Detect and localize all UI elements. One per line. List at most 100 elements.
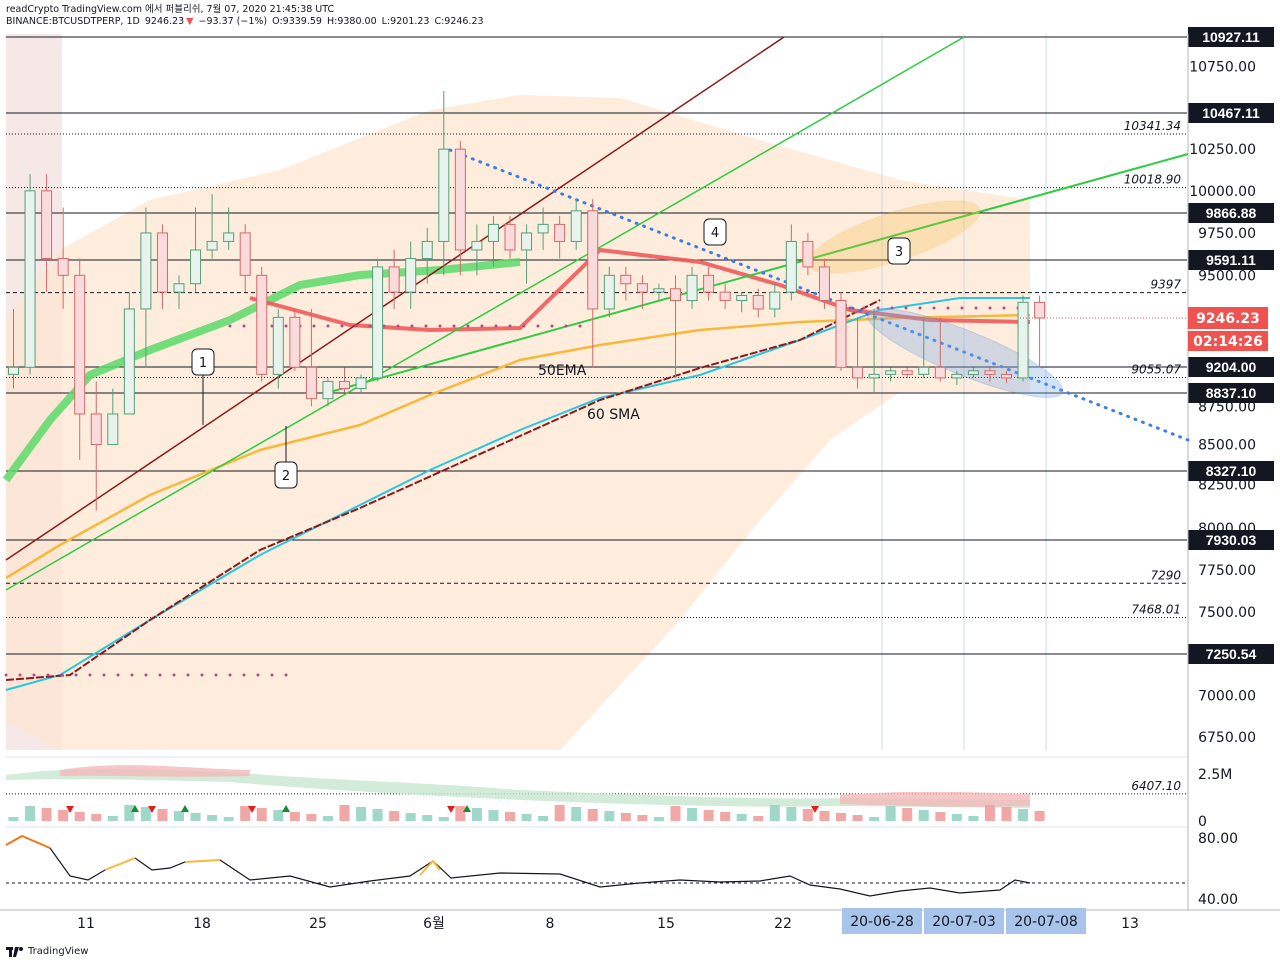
dotted-support-point [326,324,330,328]
candle-body [123,308,135,415]
callout-box-4 [703,218,727,246]
volume-bar-31 [521,814,532,821]
x-tick-label-4: 8 [546,916,555,932]
dotted-support-point [932,306,936,310]
volume-ma-band-red-2 [840,791,1030,807]
volume-signal-down-icon [447,806,455,813]
level-badge-label-4: 9866.88 [1206,205,1257,221]
volume-signal-up-icon [131,805,139,812]
volume-signal-up-icon [463,805,471,812]
oscillator-line [5,835,1031,897]
candle-59 [984,367,996,382]
candle-body [736,295,748,302]
volume-bar-42 [703,810,714,821]
candle-body [719,291,731,302]
candle-body [471,240,483,251]
candle-body [504,223,516,251]
candle-body [521,232,533,251]
dotted-support-point [354,324,358,328]
price-chart[interactable]: 10927.11 10467.11 10341.34 10018.90 9866.88 9… [0,0,1280,945]
dotted-support-point [974,306,978,310]
volume-bar-29 [488,810,499,821]
candle-body [818,266,830,302]
callout-box-3 [887,237,911,265]
volume-bar-58 [968,816,979,821]
dotted-support-point [46,673,50,677]
date-badge-label-0: 20-06-28 [850,914,914,930]
oscillator-axis-top: 80.00 [1198,831,1238,847]
dotted-support-point [130,673,134,677]
candle-body [802,240,814,268]
candle-11 [190,207,202,293]
candle-10 [173,275,185,309]
candle-18 [305,308,317,407]
change-text: −93.37 (−1%) [198,16,268,27]
y-tick-label-5: 8750.00 [1198,399,1256,415]
volume-bar-17 [289,812,300,821]
volume-bar-23 [389,811,400,821]
date-badge-2 [1006,908,1086,934]
level-label-3: 10018.90 [1124,173,1182,187]
ema-50-line [5,313,1031,580]
dotted-support-point [550,324,554,328]
callout-label-2: 2 [282,469,290,484]
volume-bar-18 [306,814,317,821]
candle-body [835,300,847,368]
dotted-support-point [848,306,852,310]
dotted-support-point [242,673,246,677]
dotted-support-point [32,673,36,677]
candle-58 [967,367,979,378]
candle-body [8,366,19,375]
volume-bar-47 [786,807,797,821]
y-tick-label-6: 8500.00 [1198,438,1256,454]
volume-bar-59 [984,805,995,821]
volume-bar-32 [538,816,549,821]
dotted-support-point [862,306,866,310]
volume-bar-22 [372,809,383,821]
trend-line-green-2 [329,153,1189,393]
candle-20 [339,367,350,393]
dotted-support-point [960,306,964,310]
level-label-6: 9397 [1150,278,1181,292]
volume-bar-35 [587,809,598,821]
candle-body [305,366,317,400]
volume-bar-2 [41,808,52,821]
level-badge-label-1: 10467.11 [1202,105,1260,121]
volume-bar-41 [687,808,698,821]
candle-body [90,413,102,446]
volume-bar-12 [207,815,218,821]
volume-bar-37 [620,813,631,821]
candle-body [57,257,69,276]
candle-19 [322,377,334,407]
open-value: O:9339.59 [272,16,322,27]
candle-55 [918,317,930,378]
candle-13 [223,207,235,250]
candle-51 [852,317,864,389]
candle-14 [239,224,251,293]
ma-dark-dashed-line [5,299,881,681]
x-tick-label-7: 13 [1121,916,1139,932]
volume-bar-5 [91,814,102,821]
volume-axis-label-top: 2.5M [1198,767,1232,783]
level-badge-4 [1188,203,1274,223]
dotted-support-point [228,673,232,677]
volume-axis-label-zero: 0 [1198,814,1207,830]
volume-signal-down-icon [248,806,256,813]
volume-bar-10 [174,811,184,821]
dotted-support-point [480,324,484,328]
dotted-support-point [200,673,204,677]
level-label-15: 6407.10 [1131,779,1181,793]
candle-29 [487,215,499,267]
candle-49 [818,258,830,309]
down-arrow-icon: ▼ [186,16,194,27]
candle-body [934,366,946,379]
volume-bar-20 [339,805,350,821]
candle-body [603,274,615,310]
label-50ema: 50EMA [538,363,587,379]
y-tick-label-10: 7500.00 [1198,605,1256,621]
candle-32 [537,207,549,250]
candle-body [852,366,864,379]
volume-bar-13 [223,817,234,821]
volume-bar-30 [505,812,515,821]
dotted-support-point [918,306,922,310]
